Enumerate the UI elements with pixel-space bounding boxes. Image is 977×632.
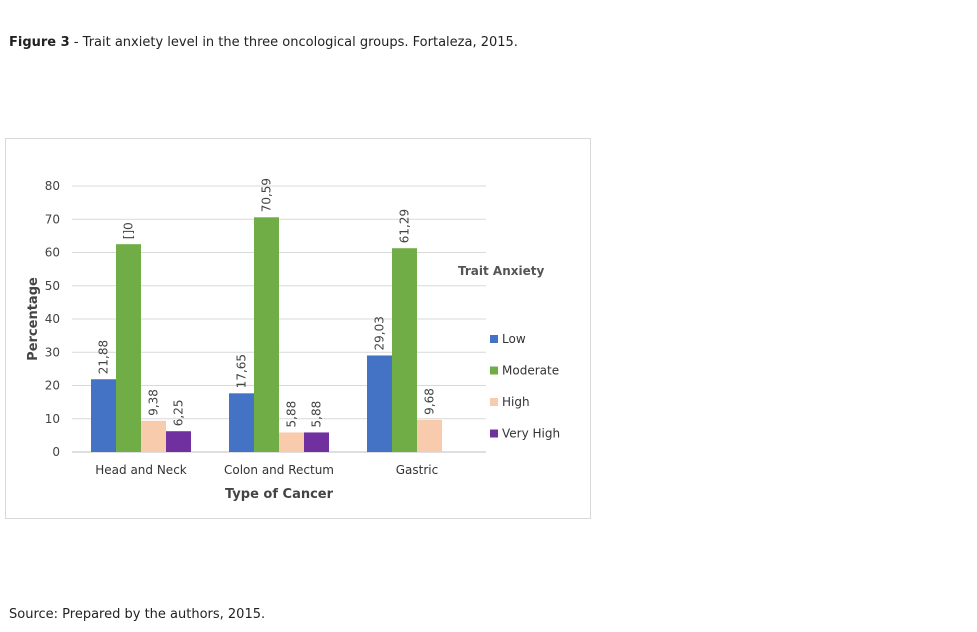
data-label: 5,88 bbox=[285, 401, 299, 428]
bar bbox=[279, 432, 304, 452]
data-label: []0 bbox=[122, 222, 136, 239]
y-tick-label: 30 bbox=[45, 345, 60, 359]
bar bbox=[91, 379, 116, 452]
bar bbox=[304, 432, 329, 452]
legend-swatch bbox=[490, 335, 498, 343]
y-tick-label: 10 bbox=[45, 412, 60, 426]
bar bbox=[254, 217, 279, 452]
y-tick-label: 60 bbox=[45, 246, 60, 260]
bar bbox=[141, 420, 166, 452]
legend-label: High bbox=[502, 395, 530, 409]
legend-label: Moderate bbox=[502, 364, 559, 378]
data-label: 29,03 bbox=[373, 316, 387, 350]
y-axis-title: Percentage bbox=[26, 277, 41, 361]
y-tick-label: 50 bbox=[45, 279, 60, 293]
data-label: 9,38 bbox=[147, 389, 161, 416]
bar bbox=[229, 393, 254, 452]
data-label: 17,65 bbox=[235, 354, 249, 388]
bar bbox=[367, 355, 392, 452]
y-tick-label: 70 bbox=[45, 212, 60, 226]
bar bbox=[116, 244, 141, 452]
data-label: 6,25 bbox=[172, 400, 186, 427]
legend-swatch bbox=[490, 398, 498, 406]
bar bbox=[417, 419, 442, 452]
figure-label: Figure 3 bbox=[9, 35, 70, 50]
y-tick-label: 20 bbox=[45, 379, 60, 393]
x-axis-title: Type of Cancer bbox=[225, 487, 334, 502]
x-tick-label: Head and Neck bbox=[95, 463, 187, 477]
bar bbox=[392, 248, 417, 452]
legend-title: Trait Anxiety bbox=[458, 264, 544, 278]
data-label: 5,88 bbox=[310, 401, 324, 428]
data-label: 70,59 bbox=[260, 178, 274, 212]
bar bbox=[166, 431, 191, 452]
data-label: 61,29 bbox=[398, 209, 412, 243]
y-tick-label: 40 bbox=[45, 312, 60, 326]
source-note: Source: Prepared by the authors, 2015. bbox=[9, 607, 266, 622]
y-tick-label: 0 bbox=[52, 445, 60, 459]
data-label: 21,88 bbox=[97, 340, 111, 374]
legend-label: Very High bbox=[502, 427, 560, 441]
y-tick-label: 80 bbox=[45, 179, 60, 193]
chart-frame: 0 10 20 30 40 50 60 70 80 21,88 []0 9,38 6,25 Head an… bbox=[5, 138, 591, 519]
x-tick-label: Colon and Rectum bbox=[224, 463, 334, 477]
figure-caption-text: - Trait anxiety level in the three oncol… bbox=[69, 35, 518, 50]
bar-chart: 0 10 20 30 40 50 60 70 80 21,88 []0 9,38 6,25 Head an… bbox=[26, 178, 560, 502]
figure-caption: Figure 3 - Trait anxiety level in the th… bbox=[9, 35, 518, 50]
x-tick-label: Gastric bbox=[396, 463, 438, 477]
legend-swatch bbox=[490, 366, 498, 375]
data-label: 9,68 bbox=[423, 388, 437, 415]
legend-swatch bbox=[490, 429, 498, 438]
legend-label: Low bbox=[502, 332, 526, 346]
